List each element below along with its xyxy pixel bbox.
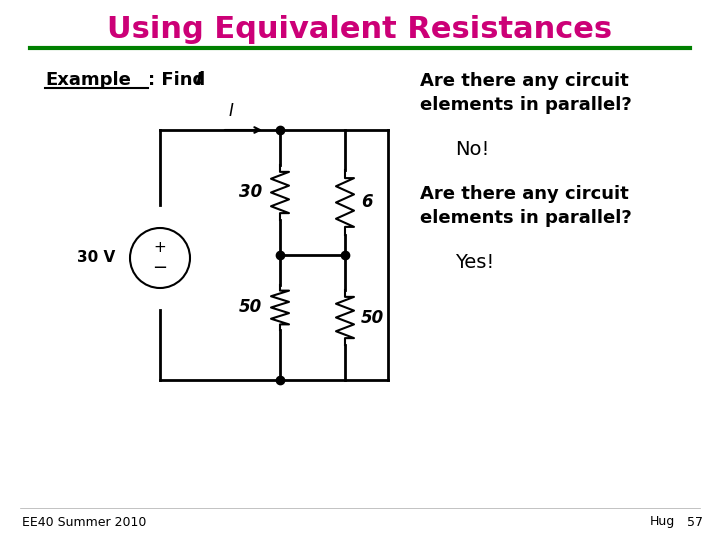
Text: 50: 50 bbox=[239, 298, 262, 316]
Text: Yes!: Yes! bbox=[455, 253, 494, 272]
Text: 6: 6 bbox=[361, 193, 373, 211]
Text: Using Equivalent Resistances: Using Equivalent Resistances bbox=[107, 16, 613, 44]
Text: No!: No! bbox=[455, 140, 490, 159]
Text: 50: 50 bbox=[361, 309, 384, 327]
Text: Are there any circuit
elements in parallel?: Are there any circuit elements in parall… bbox=[420, 185, 631, 227]
Text: 30: 30 bbox=[239, 183, 262, 201]
Text: 57: 57 bbox=[687, 516, 703, 529]
Text: EE40 Summer 2010: EE40 Summer 2010 bbox=[22, 516, 146, 529]
Text: Are there any circuit
elements in parallel?: Are there any circuit elements in parall… bbox=[420, 72, 631, 113]
Text: $I$: $I$ bbox=[228, 102, 235, 120]
Text: 30 V: 30 V bbox=[77, 251, 115, 266]
Text: I: I bbox=[196, 71, 203, 89]
Text: +: + bbox=[153, 240, 166, 255]
Text: −: − bbox=[153, 259, 168, 277]
Text: Example: Example bbox=[45, 71, 131, 89]
Text: : Find: : Find bbox=[148, 71, 212, 89]
Text: Hug: Hug bbox=[650, 516, 675, 529]
